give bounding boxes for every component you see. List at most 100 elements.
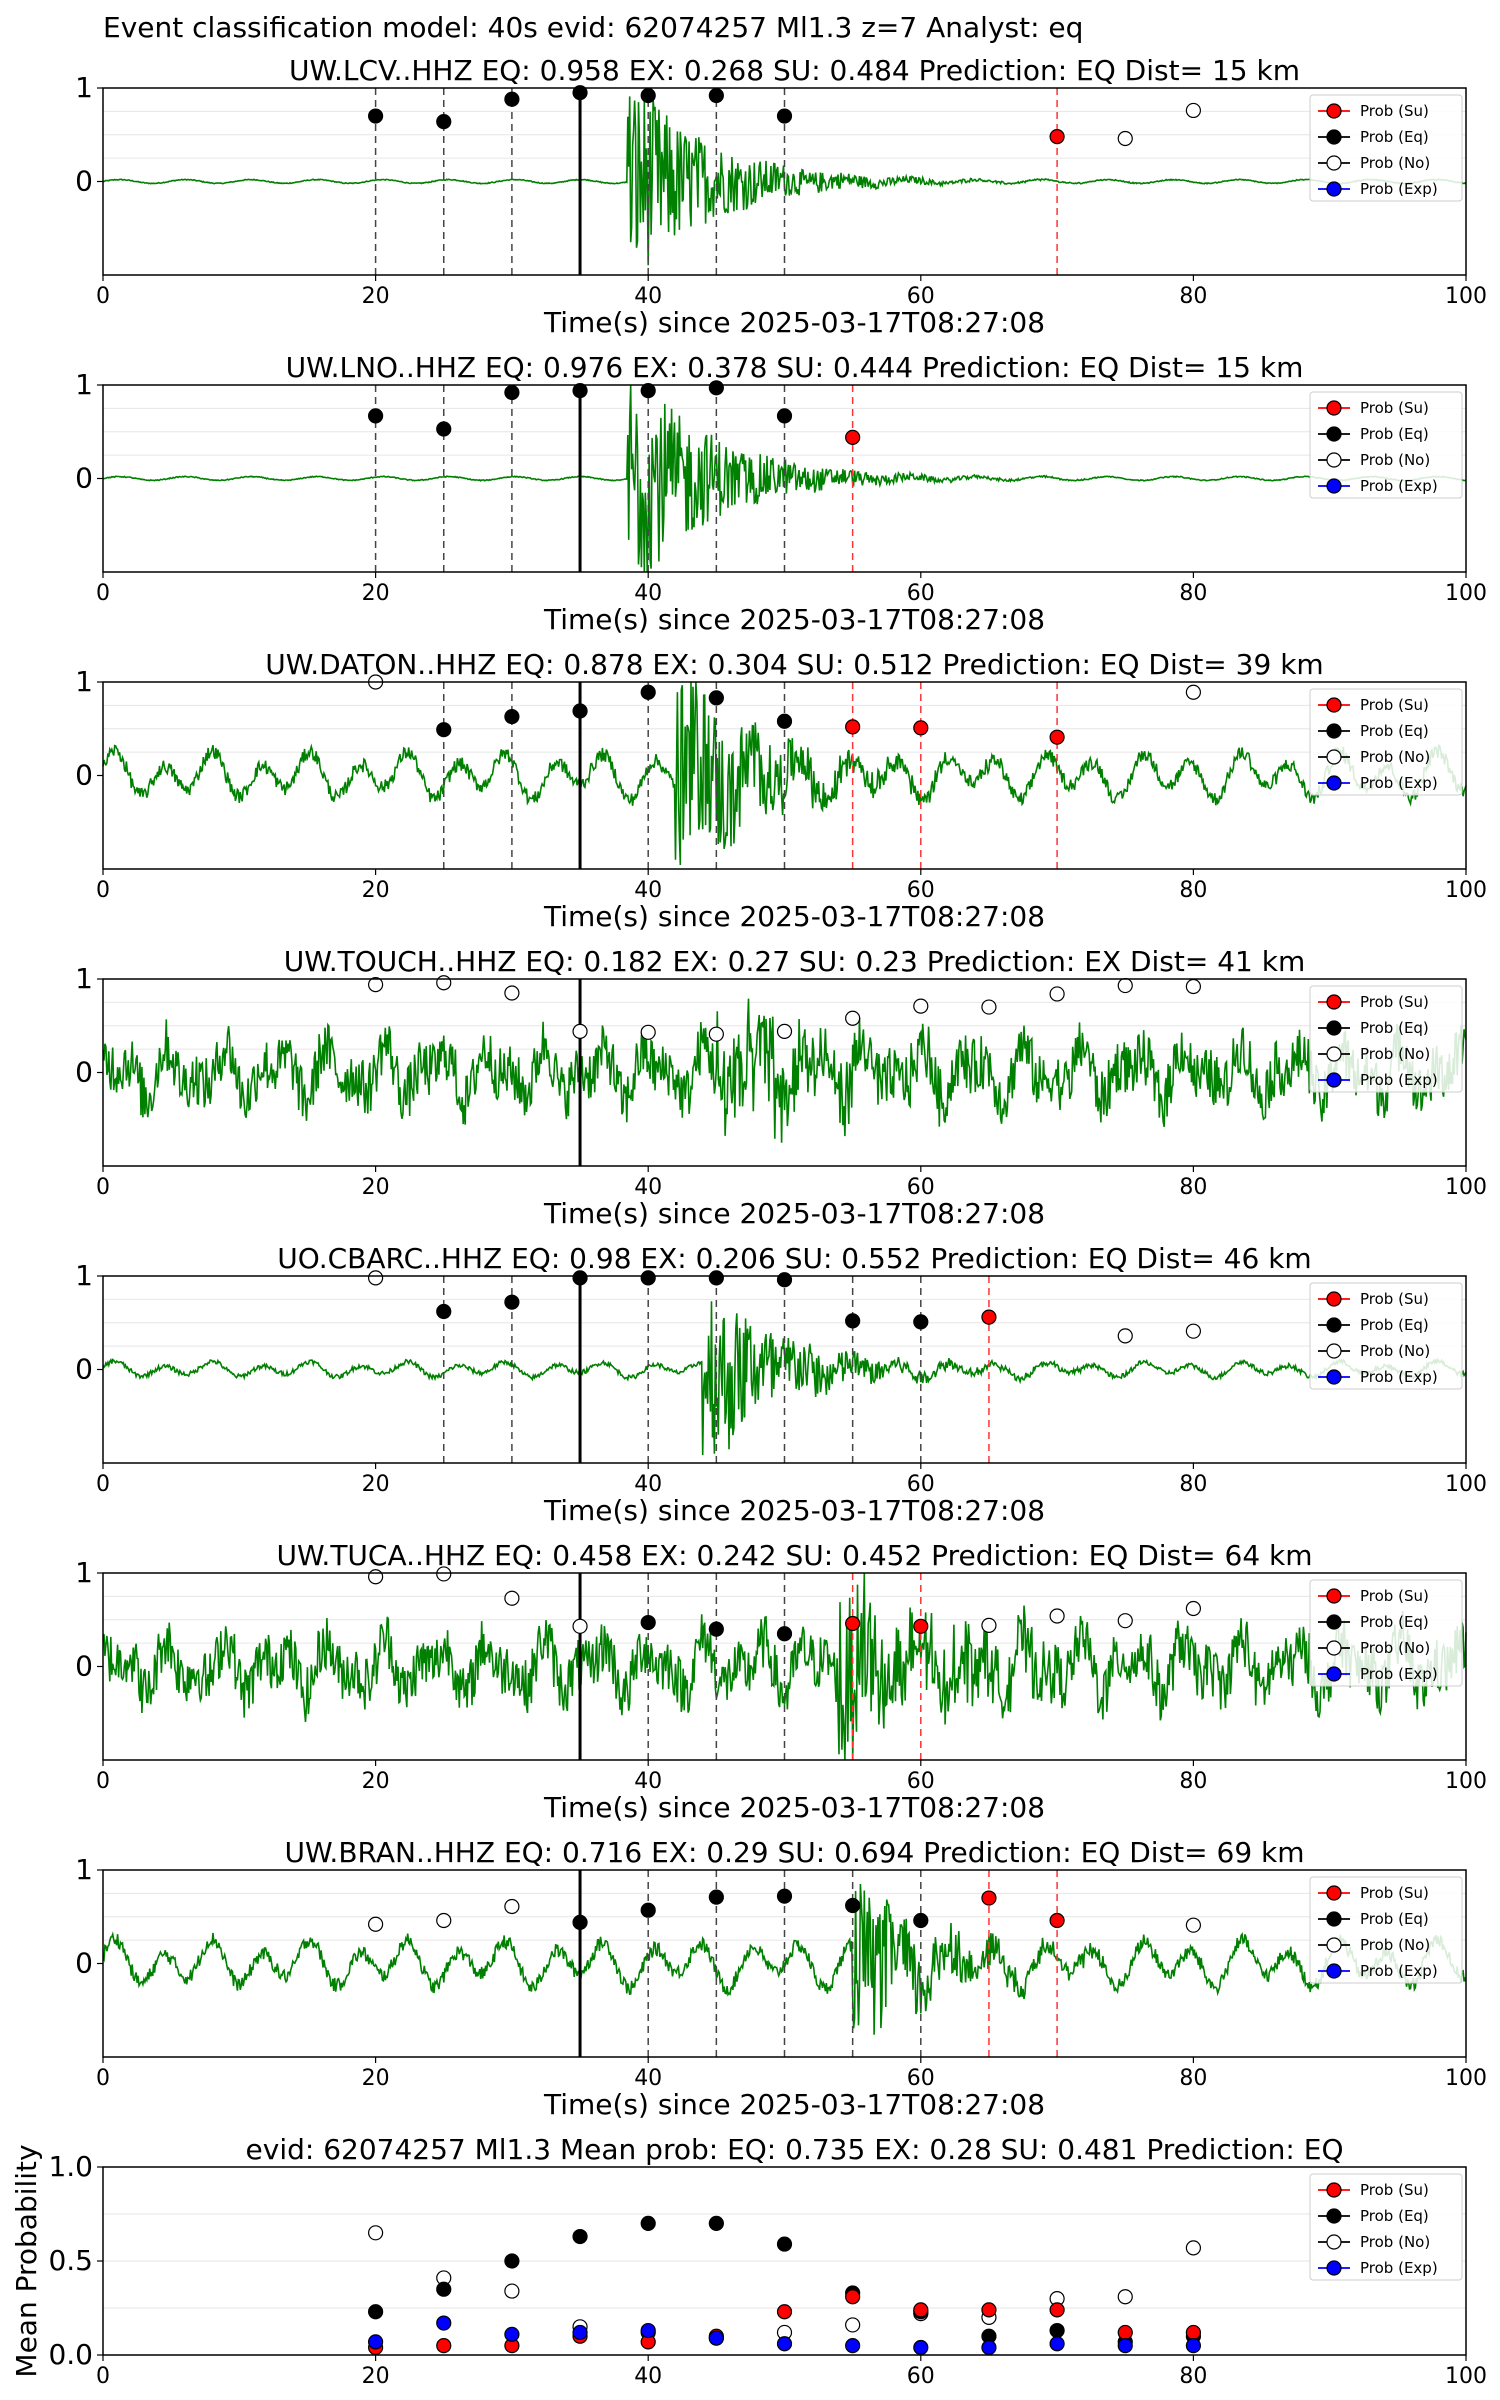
x-tick-label: 100	[1445, 2066, 1487, 2091]
point-su	[981, 1309, 997, 1325]
legend-marker	[1326, 1614, 1342, 1630]
panel-title: evid: 62074257 Ml1.3 Mean prob: EQ: 0.73…	[246, 2133, 1344, 2166]
x-tick-label: 80	[1179, 284, 1207, 309]
panel-5: 0 20 40 60 80 100 0 1 UO.CBARC..HHZ EQ: 0.98 EX:…	[75, 1242, 1487, 1527]
point-no	[1185, 1323, 1202, 1339]
point-exp	[572, 2324, 588, 2341]
point-no	[1185, 978, 1202, 995]
x-tick-label: 100	[1445, 2364, 1487, 2389]
legend-label: Prob (Su)	[1360, 1290, 1429, 1308]
x-tick-label: 20	[362, 878, 390, 903]
legend-label: Prob (Su)	[1360, 102, 1429, 120]
point-no	[368, 1916, 384, 1932]
point-eq	[640, 2215, 656, 2231]
x-tick-label: 80	[1179, 581, 1207, 606]
point-exp	[1117, 2338, 1133, 2354]
x-tick-label: 40	[634, 2066, 662, 2091]
legend-label: Prob (Su)	[1360, 1587, 1429, 1605]
x-tick-label: 20	[362, 1472, 390, 1497]
legend-marker	[1326, 1911, 1342, 1927]
point-eq	[640, 684, 656, 700]
legend-box	[1309, 1579, 1463, 1687]
point-no	[1185, 684, 1202, 700]
legend: Prob (Su) Prob (Eq) Prob (No) Prob (Exp)	[1309, 391, 1463, 499]
point-eq	[708, 1621, 724, 1637]
point-no	[504, 1898, 520, 1915]
panel-title: UW.LNO..HHZ EQ: 0.976 EX: 0.378 SU: 0.44…	[286, 351, 1304, 384]
point-eq	[436, 1303, 452, 1320]
y-tick-label: 0.5	[48, 2244, 93, 2277]
panel-2: 0 20 40 60 80 100 0 1 UW.LNO..HHZ EQ: 0.976 EX: …	[75, 351, 1487, 636]
legend-label: Prob (Su)	[1360, 399, 1429, 417]
x-tick-label: 100	[1445, 284, 1487, 309]
x-tick-label: 0	[96, 2364, 110, 2389]
panel-6: 0 20 40 60 80 100 0 1 UW.TUCA..HHZ EQ: 0.458 EX:…	[75, 1539, 1487, 1824]
point-exp	[776, 2336, 793, 2352]
point-eq	[845, 1313, 861, 1329]
x-tick-label: 40	[634, 1472, 662, 1497]
point-eq	[1049, 2322, 1065, 2339]
legend-marker	[1326, 1963, 1342, 1979]
legend-marker	[1326, 426, 1342, 442]
panel-title: UW.TOUCH..HHZ EQ: 0.182 EX: 0.27 SU: 0.2…	[284, 945, 1306, 978]
point-exp	[1185, 2338, 1202, 2354]
waveform-trace	[102, 998, 1467, 1143]
legend-marker	[1326, 1666, 1342, 1682]
point-no	[1049, 1608, 1065, 1624]
legend-marker	[1326, 1369, 1342, 1385]
x-axis-label: Time(s) since 2025-03-17T08:27:08	[543, 2088, 1045, 2121]
point-no	[640, 1024, 656, 1040]
point-su	[1049, 2302, 1065, 2318]
x-tick-label: 80	[1179, 2066, 1207, 2091]
point-eq	[913, 1314, 929, 1330]
x-tick-label: 100	[1445, 1769, 1487, 1794]
point-eq	[640, 87, 656, 104]
point-no	[504, 985, 520, 1001]
x-tick-label: 40	[634, 1769, 662, 1794]
point-no	[572, 1023, 588, 1039]
point-eq	[572, 703, 588, 719]
legend-box	[1309, 1876, 1463, 1984]
point-no	[845, 1010, 861, 1026]
point-no	[845, 2317, 861, 2333]
legend-marker	[1326, 155, 1342, 171]
point-su	[845, 719, 861, 735]
x-axis-label: Time(s) since 2025-03-17T08:27:08	[543, 603, 1045, 636]
point-eq	[913, 1912, 929, 1929]
point-no	[981, 1617, 997, 1633]
point-eq	[776, 408, 793, 424]
point-su	[981, 2302, 997, 2318]
legend-marker	[1326, 1317, 1342, 1333]
point-eq	[845, 1897, 861, 1914]
legend-marker	[1326, 2234, 1342, 2250]
point-eq	[572, 1914, 588, 1930]
point-eq	[776, 1888, 793, 1904]
point-eq	[572, 85, 588, 101]
point-su	[1117, 2324, 1133, 2341]
point-eq	[776, 2236, 793, 2252]
x-tick-label: 60	[907, 2364, 935, 2389]
x-tick-label: 0	[96, 1175, 110, 1200]
legend: Prob (Su) Prob (Eq) Prob (No) Prob (Exp)	[1309, 94, 1463, 202]
point-no	[1185, 102, 1202, 119]
x-tick-label: 0	[96, 2066, 110, 2091]
legend-label: Prob (Su)	[1360, 993, 1429, 1011]
x-tick-label: 40	[634, 581, 662, 606]
point-no	[368, 977, 384, 993]
legend-label: Prob (Eq)	[1360, 1019, 1429, 1037]
legend-label: Prob (No)	[1360, 1639, 1430, 1657]
y-tick-label: 1	[75, 665, 93, 698]
point-eq	[572, 1270, 588, 1286]
y-tick-label: 1	[75, 962, 93, 995]
panel-title: UW.TUCA..HHZ EQ: 0.458 EX: 0.242 SU: 0.4…	[276, 1539, 1312, 1572]
y-tick-label: 0	[75, 165, 93, 198]
y-tick-label: 1.0	[48, 2150, 93, 2183]
point-no	[1117, 1613, 1133, 1629]
point-no	[368, 1270, 384, 1286]
x-axis-label: Time(s) since 2025-03-17T08:27:08	[543, 1494, 1045, 1527]
point-su	[436, 2338, 452, 2354]
legend-marker	[1326, 749, 1342, 765]
point-exp	[640, 2322, 656, 2339]
point-su	[845, 1615, 861, 1632]
legend-label: Prob (Eq)	[1360, 425, 1429, 443]
